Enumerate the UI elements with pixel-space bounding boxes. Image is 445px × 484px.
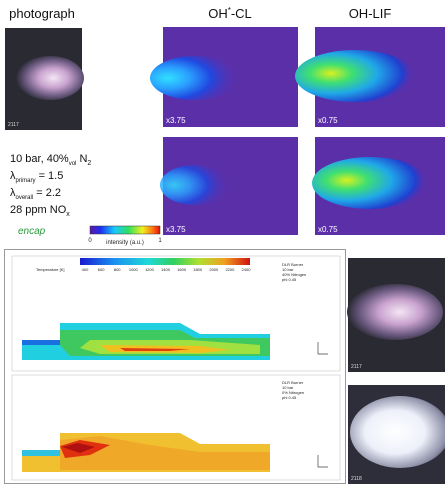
sub: x	[66, 211, 70, 218]
scale-factor: x3.75	[166, 116, 186, 125]
t: = 2.2	[33, 187, 61, 199]
cfd-legend: phi 0.45	[282, 277, 297, 282]
temperature-tick: 1800	[193, 267, 203, 272]
sub: vol	[69, 161, 77, 167]
figure: photograph OH*-CL OH-LIF 2117 x3.75 x0.7…	[0, 0, 445, 484]
temperature-colorbar	[80, 258, 250, 265]
condition: 28 ppm NOx	[10, 204, 70, 218]
condition: 10 bar, 40%vol N2	[10, 153, 91, 167]
scale-max: 1	[158, 238, 162, 244]
photo-id: 2118	[351, 476, 362, 482]
scale-factor: x0.75	[318, 225, 338, 234]
scale-label: intensity (a.u.)	[106, 240, 144, 246]
sub: overall	[16, 195, 34, 201]
temperature-label: Temperature [K]	[36, 267, 64, 272]
rest: -CL	[231, 6, 252, 21]
lif-signal	[312, 157, 428, 209]
scale-factor: x0.75	[318, 116, 338, 125]
logo: encap	[18, 226, 46, 237]
sub: primary	[16, 178, 36, 184]
temperature-tick: 1000	[129, 267, 139, 272]
temperature-tick: 1400	[161, 267, 171, 272]
cl-signal	[160, 165, 230, 205]
t: 28 ppm NO	[10, 204, 67, 216]
temperature-tick: 400	[82, 267, 89, 272]
sub: 2	[87, 160, 91, 167]
cfd-legend: phi 0.45	[282, 395, 297, 400]
t: N	[76, 153, 87, 165]
intensity-colorbar	[90, 226, 160, 234]
temperature-tick: 2000	[209, 267, 219, 272]
temperature-tick: 1600	[177, 267, 187, 272]
temperature-tick: 800	[114, 267, 121, 272]
scale-min: 0	[88, 238, 92, 244]
header-photograph: photograph	[9, 6, 75, 21]
photo-id: 2117	[351, 364, 362, 370]
temperature-tick: 2200	[225, 267, 235, 272]
photo-flame	[16, 56, 84, 100]
photo-id: 2117	[8, 122, 19, 128]
cl-signal	[150, 56, 240, 100]
condition: λprimary = 1.5	[10, 170, 63, 184]
header-oh-cl: OH*-CL	[208, 6, 252, 21]
condition: λoverall = 2.2	[10, 187, 61, 201]
temperature-tick: 2400	[242, 267, 252, 272]
temperature-tick: 600	[98, 267, 105, 272]
header-oh-lif: OH-LIF	[349, 6, 392, 21]
lif-signal	[295, 50, 415, 102]
scale-factor: x3.75	[166, 225, 186, 234]
oh: OH	[208, 6, 228, 21]
photo-flame	[347, 284, 443, 340]
t: 10 bar, 40%	[10, 153, 69, 165]
t: = 1.5	[36, 170, 64, 182]
temperature-tick: 1200	[145, 267, 155, 272]
